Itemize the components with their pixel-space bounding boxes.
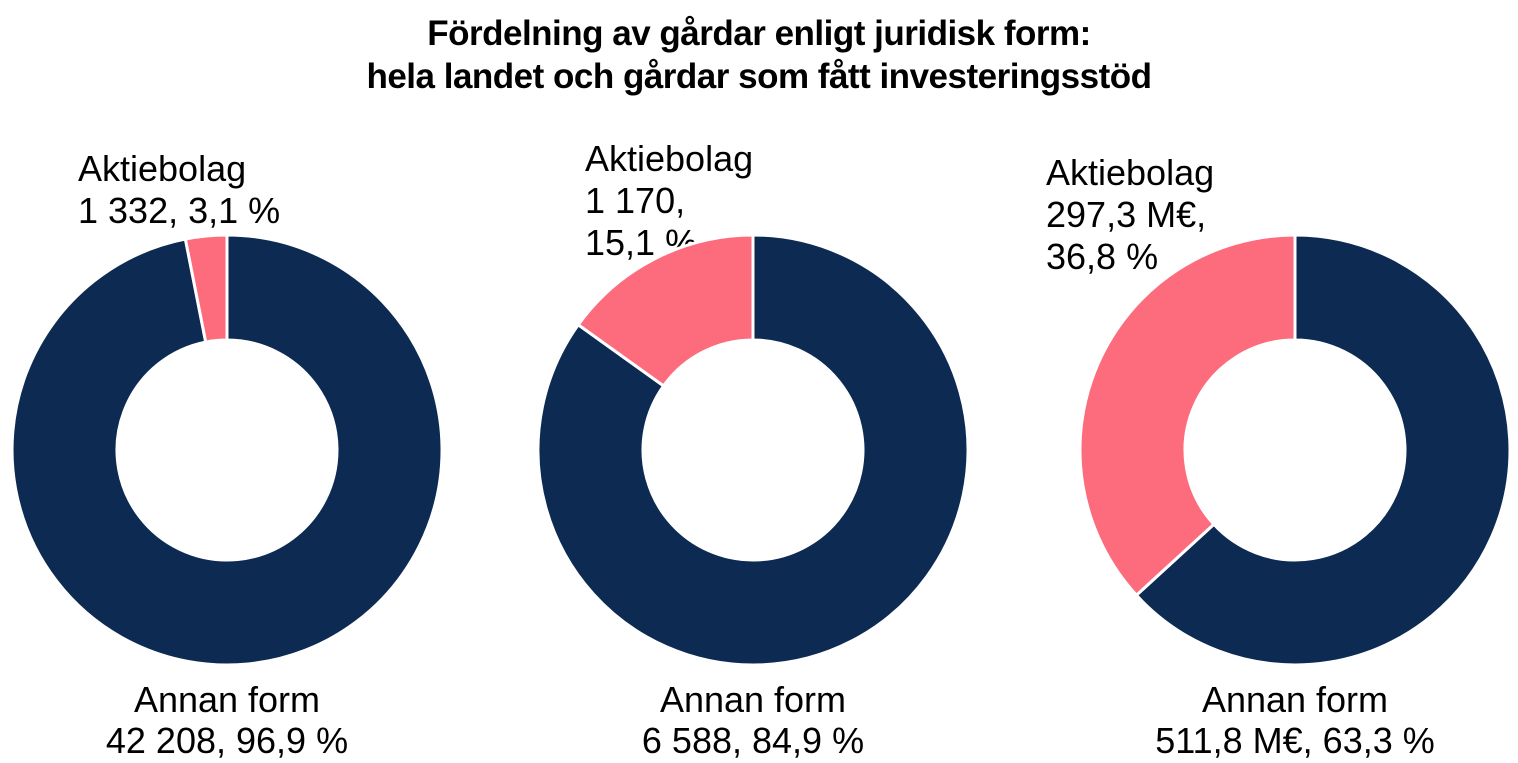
donut-chart-1 [10,233,444,667]
label-aktiebolag-1-value: 1 332, 3,1 % [78,189,281,231]
label-annan-form-3-value: 511,8 M€, 63,3 % [1155,719,1435,761]
slice-annan-form [536,233,970,667]
label-aktiebolag-3: Aktiebolag 297,3 M€, 36,8 % [1046,152,1214,277]
slice-aktiebolag [183,233,229,344]
label-annan-form-3-name: Annan form [1201,679,1389,720]
chart-title-line2: hela landet och gårdar som fått invester… [366,57,1152,97]
label-annan-form-1: Annan form 42 208, 96,9 % [7,679,447,761]
label-annan-form-1-value: 42 208, 96,9 % [105,719,349,761]
slice-aktiebolag [1078,233,1297,598]
slice-aktiebolag [576,233,755,388]
label-aktiebolag-3-pct: 36,8 % [1046,235,1159,277]
label-aktiebolag-2: Aktiebolag 1 170, 15,1 % [585,138,753,263]
donut-chart-2 [536,233,970,667]
chart-title-line1: Fördelning av gårdar enligt juridisk for… [427,14,1091,53]
label-annan-form-1-name: Annan form [133,679,321,720]
chart-title: Fördelning av gårdar enligt juridisk for… [366,12,1152,99]
label-aktiebolag-3-value: 297,3 M€, [1046,193,1207,235]
label-aktiebolag-3-name: Aktiebolag [1046,152,1215,193]
label-annan-form-3: Annan form 511,8 M€, 63,3 % [1075,679,1515,761]
label-annan-form-2-value: 6 588, 84,9 % [641,719,865,761]
label-aktiebolag-2-value: 1 170, [585,179,686,221]
donut-chart-3 [1078,233,1512,667]
label-aktiebolag-1-name: Aktiebolag [78,148,247,189]
label-aktiebolag-2-name: Aktiebolag [585,138,754,179]
label-annan-form-2-name: Annan form [659,679,847,720]
slice-annan-form [10,233,444,667]
slice-annan-form [1134,233,1512,667]
label-annan-form-2: Annan form 6 588, 84,9 % [533,679,973,761]
label-aktiebolag-1: Aktiebolag 1 332, 3,1 % [78,148,280,232]
